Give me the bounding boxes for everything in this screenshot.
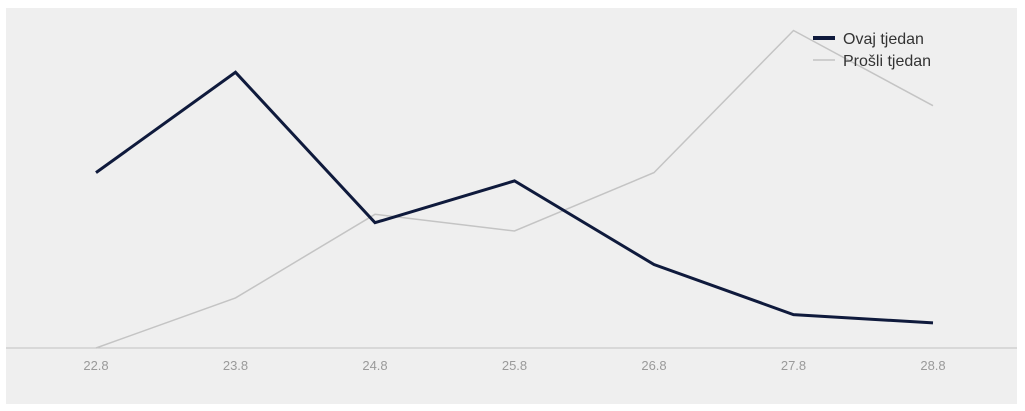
x-tick-label: 23.8 [223,358,248,373]
series-layer [95,29,934,349]
legend-label-prosli-tjedan: Prošli tjedan [843,53,931,70]
x-axis-ticks: 22.8 23.8 24.8 25.8 26.8 27.8 28.8 [83,358,945,373]
x-tick-label: 26.8 [641,358,666,373]
x-tick-label: 27.8 [781,358,806,373]
x-tick-label: 25.8 [502,358,527,373]
legend-label-ovaj-tjedan: Ovaj tjedan [843,31,924,48]
chart-panel: 22.8 23.8 24.8 25.8 26.8 27.8 28.8 Ovaj tjedan… [6,8,1017,404]
series-line-ovaj-tjedan [95,70,934,325]
x-tick-label: 28.8 [920,358,945,373]
series-line-prosli-tjedan [95,29,934,349]
legend-item-prosli-tjedan: Prošli tjedan [813,53,931,70]
legend-item-ovaj-tjedan: Ovaj tjedan [813,31,924,48]
legend: Ovaj tjedan Prošli tjedan [813,31,931,70]
line-chart: 22.8 23.8 24.8 25.8 26.8 27.8 28.8 Ovaj tjedan… [6,29,1017,373]
x-tick-label: 22.8 [83,358,108,373]
x-tick-label: 24.8 [362,358,387,373]
